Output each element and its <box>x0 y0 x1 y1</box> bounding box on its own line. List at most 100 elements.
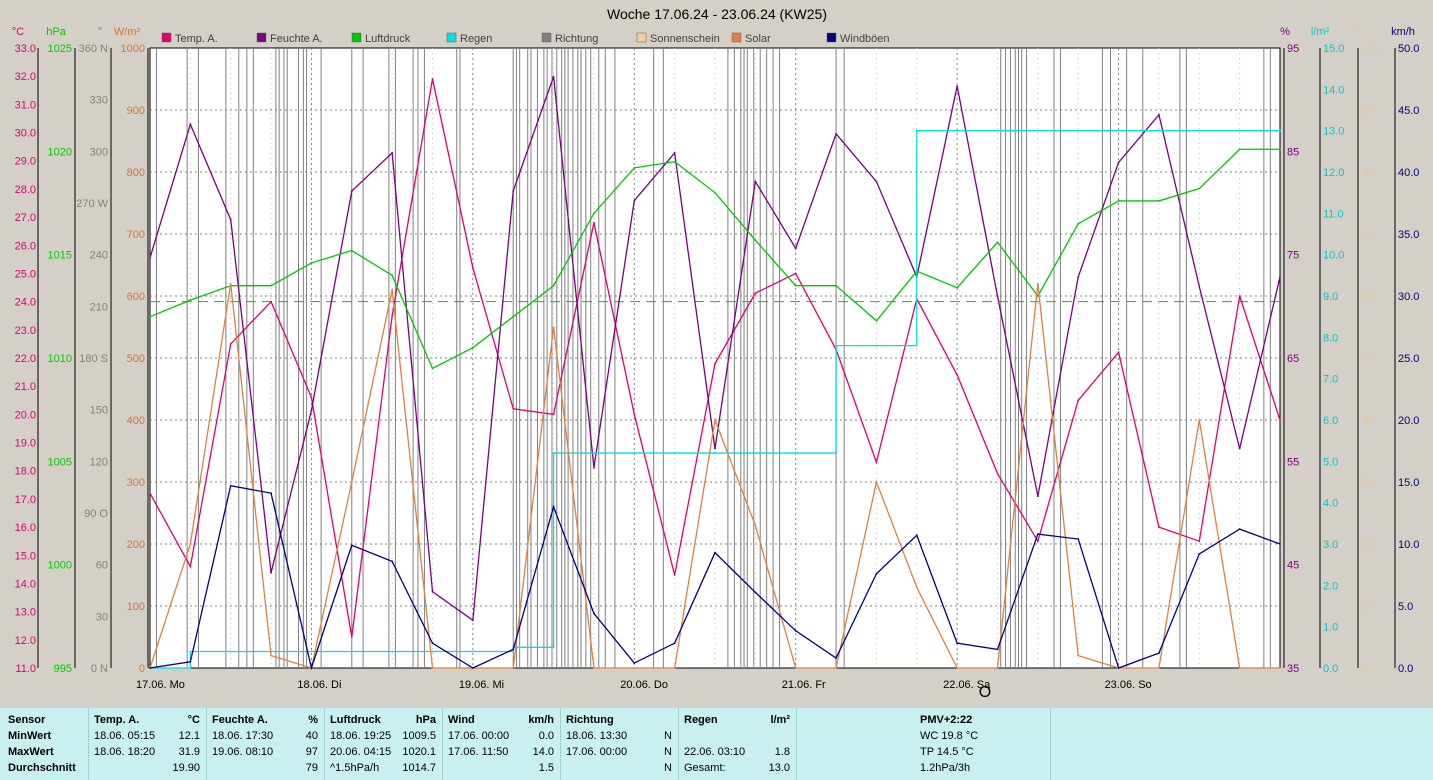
tick-label: 33.0 <box>15 43 36 55</box>
data-point <box>1279 667 1281 669</box>
data-point <box>633 662 636 664</box>
series-line <box>150 130 1280 669</box>
data-point <box>512 315 515 318</box>
stats-header-pressure: Luftdruck <box>330 714 381 726</box>
tick-label: 80 <box>1362 167 1374 179</box>
data-point <box>189 660 192 663</box>
data-point <box>754 524 757 527</box>
tick-label: 330 <box>90 95 108 107</box>
data-point <box>956 85 959 88</box>
series-luftdruck <box>149 148 1281 370</box>
tick-label: 0.0 <box>1398 663 1413 675</box>
stats-value-direction: N <box>664 746 672 758</box>
data-point <box>714 452 716 454</box>
data-point <box>1077 538 1080 540</box>
tick-label: 200 <box>127 539 145 551</box>
data-point <box>310 396 313 399</box>
data-point <box>1238 447 1241 450</box>
stats-header-pmv: PMV+2:22 <box>920 714 973 726</box>
data-point <box>996 472 999 475</box>
data-point <box>673 152 676 154</box>
stats-unit-rain: l/m² <box>770 714 790 726</box>
tick-label: 500 <box>127 353 145 365</box>
tick-label: 0 N <box>91 663 108 675</box>
data-point <box>714 191 716 194</box>
tick-label: 1.0 <box>1323 622 1338 634</box>
tick-label: 30.0 <box>15 128 36 140</box>
data-point <box>754 452 757 454</box>
data-point <box>1117 667 1120 669</box>
stats-value-pressure: 1020.1 <box>402 746 436 758</box>
data-point <box>552 75 555 78</box>
legend-label: Regen <box>460 33 492 45</box>
tick-label: 9.0 <box>1323 291 1338 303</box>
tick-label: 90 O <box>84 508 108 520</box>
tick-label: 65 <box>1287 353 1299 365</box>
tick-label: 45 <box>1287 560 1299 572</box>
data-point <box>229 343 232 345</box>
data-point <box>1117 129 1120 132</box>
tick-label: 10 <box>1362 601 1374 613</box>
tick-label: 10.0 <box>1398 539 1419 551</box>
data-point <box>512 407 515 410</box>
data-point <box>189 123 192 126</box>
legend-label: Sonnenschein <box>650 33 720 45</box>
stats-value-rain: 1.8 <box>774 746 790 758</box>
legend-item: Regen <box>446 32 492 45</box>
separator <box>88 708 89 780</box>
wind-direction-marker: O <box>979 684 991 701</box>
tick-label: 30 <box>96 611 108 623</box>
data-point <box>794 452 797 454</box>
data-point <box>391 274 394 277</box>
data-point <box>350 650 353 653</box>
separator <box>206 708 207 780</box>
data-point <box>270 654 272 657</box>
axes-layer: °C 33.0 32.0 31.0 30.0 29.0 28.0 27.0 26.0 25.0 24… <box>12 26 1420 675</box>
stats-unit-pressure: hPa <box>415 714 436 726</box>
tick-label: 100 <box>1362 43 1380 55</box>
tick-label: 400 <box>127 415 145 427</box>
data-point <box>794 667 797 669</box>
tick-label: 16.0 <box>15 522 36 534</box>
data-point <box>633 452 636 454</box>
data-point <box>350 190 353 192</box>
series-windb-en <box>149 484 1281 671</box>
stats-unit-humidity: % <box>308 714 318 726</box>
stats-date-humidity: 19.06. 08:10 <box>212 746 274 758</box>
legend-swatch <box>636 32 647 43</box>
data-point <box>633 166 636 169</box>
data-point <box>593 212 595 215</box>
data-point <box>875 461 878 464</box>
data-point <box>875 481 878 483</box>
data-point <box>1279 543 1281 545</box>
tick-label: 150 <box>90 405 108 417</box>
separator <box>678 708 679 780</box>
tick-label: 15.0 <box>1398 477 1419 489</box>
tick-label: 45.0 <box>1398 105 1419 117</box>
tick-label: 0.0 <box>1323 663 1338 675</box>
data-point <box>956 286 959 289</box>
data-point <box>431 667 434 669</box>
tick-label: 17.0 <box>15 494 36 506</box>
legend: Temp. A. Feuchte A. Luftdruck Regen Richtung… <box>161 32 890 45</box>
data-point <box>835 284 837 287</box>
tick-label: 50.0 <box>1398 43 1419 55</box>
data-point <box>189 565 192 568</box>
x-tick-label: 17.06. Mo <box>136 679 185 691</box>
data-point <box>1077 654 1080 657</box>
data-point <box>1117 200 1120 202</box>
legend-swatch <box>446 32 457 43</box>
tick-label: 900 <box>127 105 145 117</box>
data-point <box>1117 351 1120 354</box>
tick-label: 85 <box>1287 146 1299 158</box>
data-point <box>431 650 434 653</box>
axis-unit: ° <box>98 26 102 38</box>
stats-date-direction: 18.06. 13:30 <box>566 730 628 742</box>
tick-label: 15.0 <box>15 550 36 562</box>
tick-label: 1020 <box>48 146 72 158</box>
axis-unit: h <box>1355 26 1361 38</box>
data-point <box>189 543 192 545</box>
data-point <box>1077 129 1080 132</box>
data-point <box>431 590 434 593</box>
data-point <box>1198 129 1201 132</box>
